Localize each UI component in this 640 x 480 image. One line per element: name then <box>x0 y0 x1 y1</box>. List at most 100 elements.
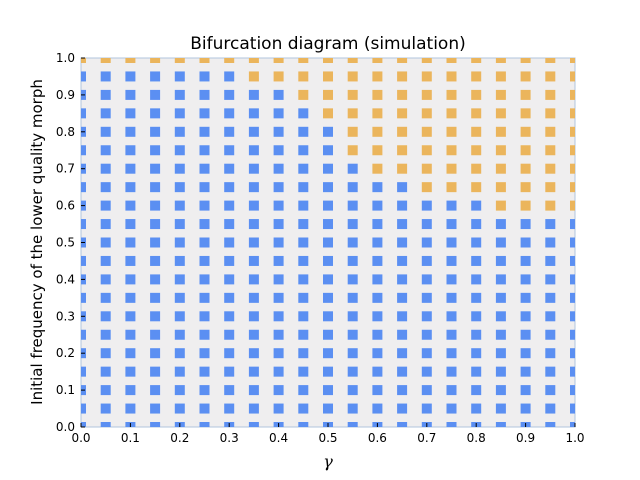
blue-data-point <box>446 274 457 285</box>
blue-data-point <box>471 219 482 230</box>
orange-data-point <box>397 89 408 100</box>
blue-data-point <box>372 219 383 230</box>
orange-data-point <box>446 145 457 156</box>
blue-data-point <box>273 292 284 303</box>
blue-data-point <box>495 274 506 285</box>
blue-data-point <box>570 219 575 230</box>
blue-data-point <box>199 108 210 119</box>
blue-data-point <box>150 311 161 322</box>
blue-data-point <box>421 219 432 230</box>
blue-data-point <box>199 366 210 377</box>
blue-data-point <box>495 219 506 230</box>
y-tick-label: 0.8 <box>56 125 75 139</box>
blue-data-point <box>100 292 111 303</box>
blue-data-point <box>446 403 457 414</box>
blue-data-point <box>520 311 531 322</box>
blue-data-point <box>125 255 136 266</box>
blue-data-point <box>150 200 161 211</box>
blue-data-point <box>100 403 111 414</box>
blue-data-point <box>421 255 432 266</box>
y-tick-label: 0.3 <box>56 309 75 323</box>
blue-data-point <box>273 329 284 340</box>
blue-data-point <box>347 366 358 377</box>
blue-data-point <box>323 385 333 396</box>
orange-data-point <box>224 58 235 63</box>
blue-data-point <box>273 403 284 414</box>
blue-data-point <box>224 366 235 377</box>
blue-data-point <box>397 237 408 248</box>
blue-data-point <box>100 311 111 322</box>
blue-data-point <box>298 126 309 137</box>
blue-data-point <box>421 403 432 414</box>
orange-data-point <box>372 71 383 82</box>
blue-data-point <box>150 145 161 156</box>
blue-data-point <box>100 71 111 82</box>
blue-data-point <box>174 108 185 119</box>
blue-data-point <box>421 348 432 359</box>
blue-data-point <box>248 422 259 427</box>
blue-data-point <box>397 182 408 193</box>
blue-data-point <box>397 274 408 285</box>
blue-data-point <box>199 219 210 230</box>
blue-data-point <box>174 200 185 211</box>
blue-data-point <box>298 219 309 230</box>
blue-data-point <box>471 385 482 396</box>
blue-data-point <box>298 329 309 340</box>
blue-data-point <box>545 237 556 248</box>
orange-data-point <box>520 58 531 63</box>
blue-data-point <box>347 292 358 303</box>
blue-data-point <box>520 274 531 285</box>
blue-data-point <box>199 163 210 174</box>
blue-data-point <box>199 89 210 100</box>
blue-data-point <box>298 385 309 396</box>
orange-data-point <box>545 108 556 119</box>
orange-data-point <box>520 71 531 82</box>
blue-data-point <box>372 348 383 359</box>
blue-data-point <box>125 329 136 340</box>
orange-data-point <box>199 58 210 63</box>
blue-data-point <box>125 385 136 396</box>
blue-data-point <box>100 182 111 193</box>
blue-data-point <box>81 366 86 377</box>
orange-data-point <box>471 89 482 100</box>
blue-data-point <box>495 348 506 359</box>
orange-data-point <box>347 89 358 100</box>
orange-data-point <box>570 163 575 174</box>
orange-data-point <box>421 71 432 82</box>
blue-data-point <box>273 274 284 285</box>
orange-data-point <box>347 108 358 119</box>
blue-data-point <box>125 89 136 100</box>
blue-data-point <box>150 422 161 427</box>
blue-data-point <box>100 274 111 285</box>
blue-data-point <box>570 366 575 377</box>
blue-data-point <box>446 329 457 340</box>
blue-data-point <box>125 274 136 285</box>
blue-data-point <box>372 366 383 377</box>
blue-data-point <box>545 422 556 427</box>
orange-data-point <box>248 58 259 63</box>
blue-data-point <box>520 255 531 266</box>
blue-data-point <box>125 237 136 248</box>
blue-data-point <box>323 348 333 359</box>
blue-data-point <box>347 403 358 414</box>
orange-data-point <box>273 71 284 82</box>
blue-data-point <box>174 126 185 137</box>
blue-data-point <box>224 145 235 156</box>
orange-data-point <box>545 145 556 156</box>
blue-data-point <box>174 403 185 414</box>
blue-data-point <box>150 366 161 377</box>
blue-data-point <box>100 163 111 174</box>
blue-data-point <box>199 237 210 248</box>
blue-data-point <box>372 274 383 285</box>
blue-data-point <box>100 89 111 100</box>
x-tick-label: 0.0 <box>71 431 90 445</box>
blue-data-point <box>248 274 259 285</box>
blue-data-point <box>125 311 136 322</box>
blue-data-point <box>298 200 309 211</box>
y-axis-ticks: 0.0 0.1 0.2 0.3 0.4 0.5 0.6 0.7 0.8 0.9 1.0 <box>56 51 85 434</box>
blue-data-point <box>150 292 161 303</box>
blue-data-point <box>224 219 235 230</box>
blue-data-point <box>81 219 86 230</box>
orange-data-point <box>495 145 506 156</box>
